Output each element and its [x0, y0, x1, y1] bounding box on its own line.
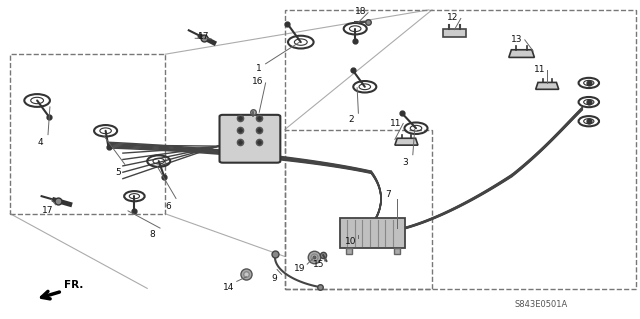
Polygon shape — [509, 50, 534, 57]
Text: 9: 9 — [271, 274, 276, 283]
FancyBboxPatch shape — [220, 115, 280, 163]
Text: 17: 17 — [198, 32, 209, 41]
Text: 12: 12 — [447, 13, 459, 22]
Polygon shape — [536, 82, 559, 89]
Text: 15: 15 — [313, 260, 324, 269]
Text: 8: 8 — [150, 230, 155, 239]
Bar — [10, 54, 165, 214]
FancyBboxPatch shape — [340, 218, 405, 248]
Text: S843E0501A: S843E0501A — [514, 300, 568, 309]
Text: 7: 7 — [386, 190, 391, 199]
Text: 14: 14 — [223, 283, 235, 292]
Text: 1: 1 — [257, 64, 262, 73]
Bar — [285, 10, 636, 289]
Text: 13: 13 — [511, 35, 523, 44]
Bar — [285, 130, 432, 289]
Text: 18: 18 — [355, 7, 366, 16]
Polygon shape — [395, 138, 418, 145]
Text: 4: 4 — [38, 138, 43, 147]
Text: 10: 10 — [345, 237, 356, 246]
Text: 11: 11 — [534, 65, 545, 74]
Text: 2: 2 — [348, 115, 353, 124]
Text: 6: 6 — [166, 202, 171, 211]
Text: 17: 17 — [42, 206, 54, 215]
Text: 11: 11 — [390, 119, 401, 128]
Text: 3: 3 — [403, 158, 408, 167]
Bar — [443, 29, 466, 37]
Text: 16: 16 — [252, 78, 264, 86]
Text: FR.: FR. — [64, 280, 83, 290]
Text: 5: 5 — [116, 168, 121, 177]
Text: 19: 19 — [294, 264, 305, 273]
